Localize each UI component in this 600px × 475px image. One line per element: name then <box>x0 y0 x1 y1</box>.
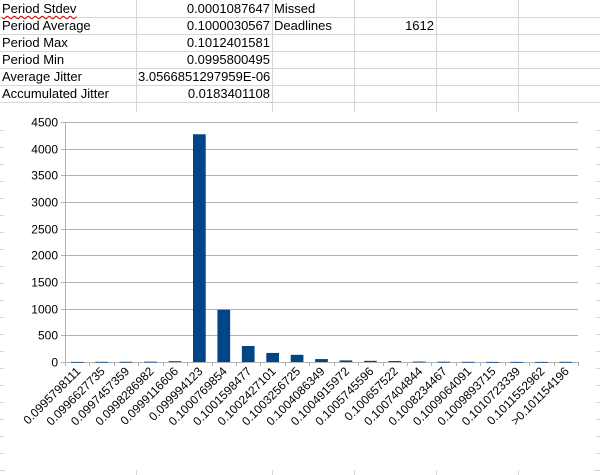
y-tick-label: 4500 <box>31 116 58 130</box>
histogram-bar[interactable] <box>119 361 133 363</box>
histogram-bar[interactable] <box>217 309 231 362</box>
histogram-bar[interactable] <box>535 361 548 363</box>
histogram-bar[interactable] <box>339 360 353 362</box>
cell-a3[interactable]: Period Max <box>2 35 68 50</box>
y-tick-label: 0 <box>51 356 58 370</box>
cell-a1[interactable]: Period Stdev <box>2 1 77 16</box>
cell-b1[interactable]: 0.0001087647 <box>186 1 270 16</box>
histogram-bar[interactable] <box>70 361 84 363</box>
histogram-bar[interactable] <box>144 361 157 363</box>
y-tick-label: 3000 <box>31 196 58 210</box>
cell-b3[interactable]: 0.1012401581 <box>186 35 270 50</box>
histogram-bar[interactable] <box>168 361 182 362</box>
y-tick-label: 2000 <box>31 249 58 263</box>
histogram-bar[interactable] <box>315 359 328 362</box>
cell-d2[interactable]: 1612 <box>405 18 434 33</box>
histogram-bar[interactable] <box>241 346 255 362</box>
cell-a6[interactable]: Accumulated Jitter <box>2 86 109 101</box>
cell-b5[interactable]: 3.0566851297959E-06 <box>138 69 271 84</box>
histogram-bar[interactable] <box>193 134 206 362</box>
cell-b2[interactable]: 0.1000030567 <box>186 18 270 33</box>
cell-b6[interactable]: 0.0183401108 <box>187 86 270 101</box>
histogram-bar[interactable] <box>461 361 475 363</box>
histogram-bar[interactable] <box>95 361 108 363</box>
y-tick-label: 1500 <box>31 276 58 290</box>
y-tick-label: 500 <box>38 329 58 343</box>
cell-c1[interactable]: Missed <box>274 1 316 16</box>
cell-a2[interactable]: Period Average <box>2 18 91 33</box>
y-tick-label: 1000 <box>31 303 58 317</box>
y-tick-label: 3500 <box>31 169 58 183</box>
histogram-bar[interactable] <box>412 361 426 363</box>
histogram-bar[interactable] <box>388 361 402 362</box>
cell-a5[interactable]: Average Jitter <box>2 69 82 84</box>
histogram-bar[interactable] <box>266 352 279 362</box>
histogram-chart[interactable]: 0 500 1000 1500 2000 2500 3000 3500 4000 4500 0.09… <box>4 112 596 470</box>
y-tick-label: 2500 <box>31 223 58 237</box>
y-tick-label: 4000 <box>31 143 58 157</box>
cell-c2[interactable]: Deadlines <box>274 18 332 33</box>
histogram-bar[interactable] <box>486 361 499 363</box>
histogram-bar[interactable] <box>364 360 377 362</box>
cell-b4[interactable]: 0.0995800495 <box>186 52 270 67</box>
histogram-bar[interactable] <box>510 361 524 363</box>
histogram-bar[interactable] <box>559 361 573 363</box>
histogram-svg: 0500100015002000250030003500400045000.09… <box>20 116 579 428</box>
histogram-bar[interactable] <box>437 361 450 363</box>
cell-a4[interactable]: Period Min <box>2 52 65 67</box>
histogram-bar[interactable] <box>290 354 304 362</box>
